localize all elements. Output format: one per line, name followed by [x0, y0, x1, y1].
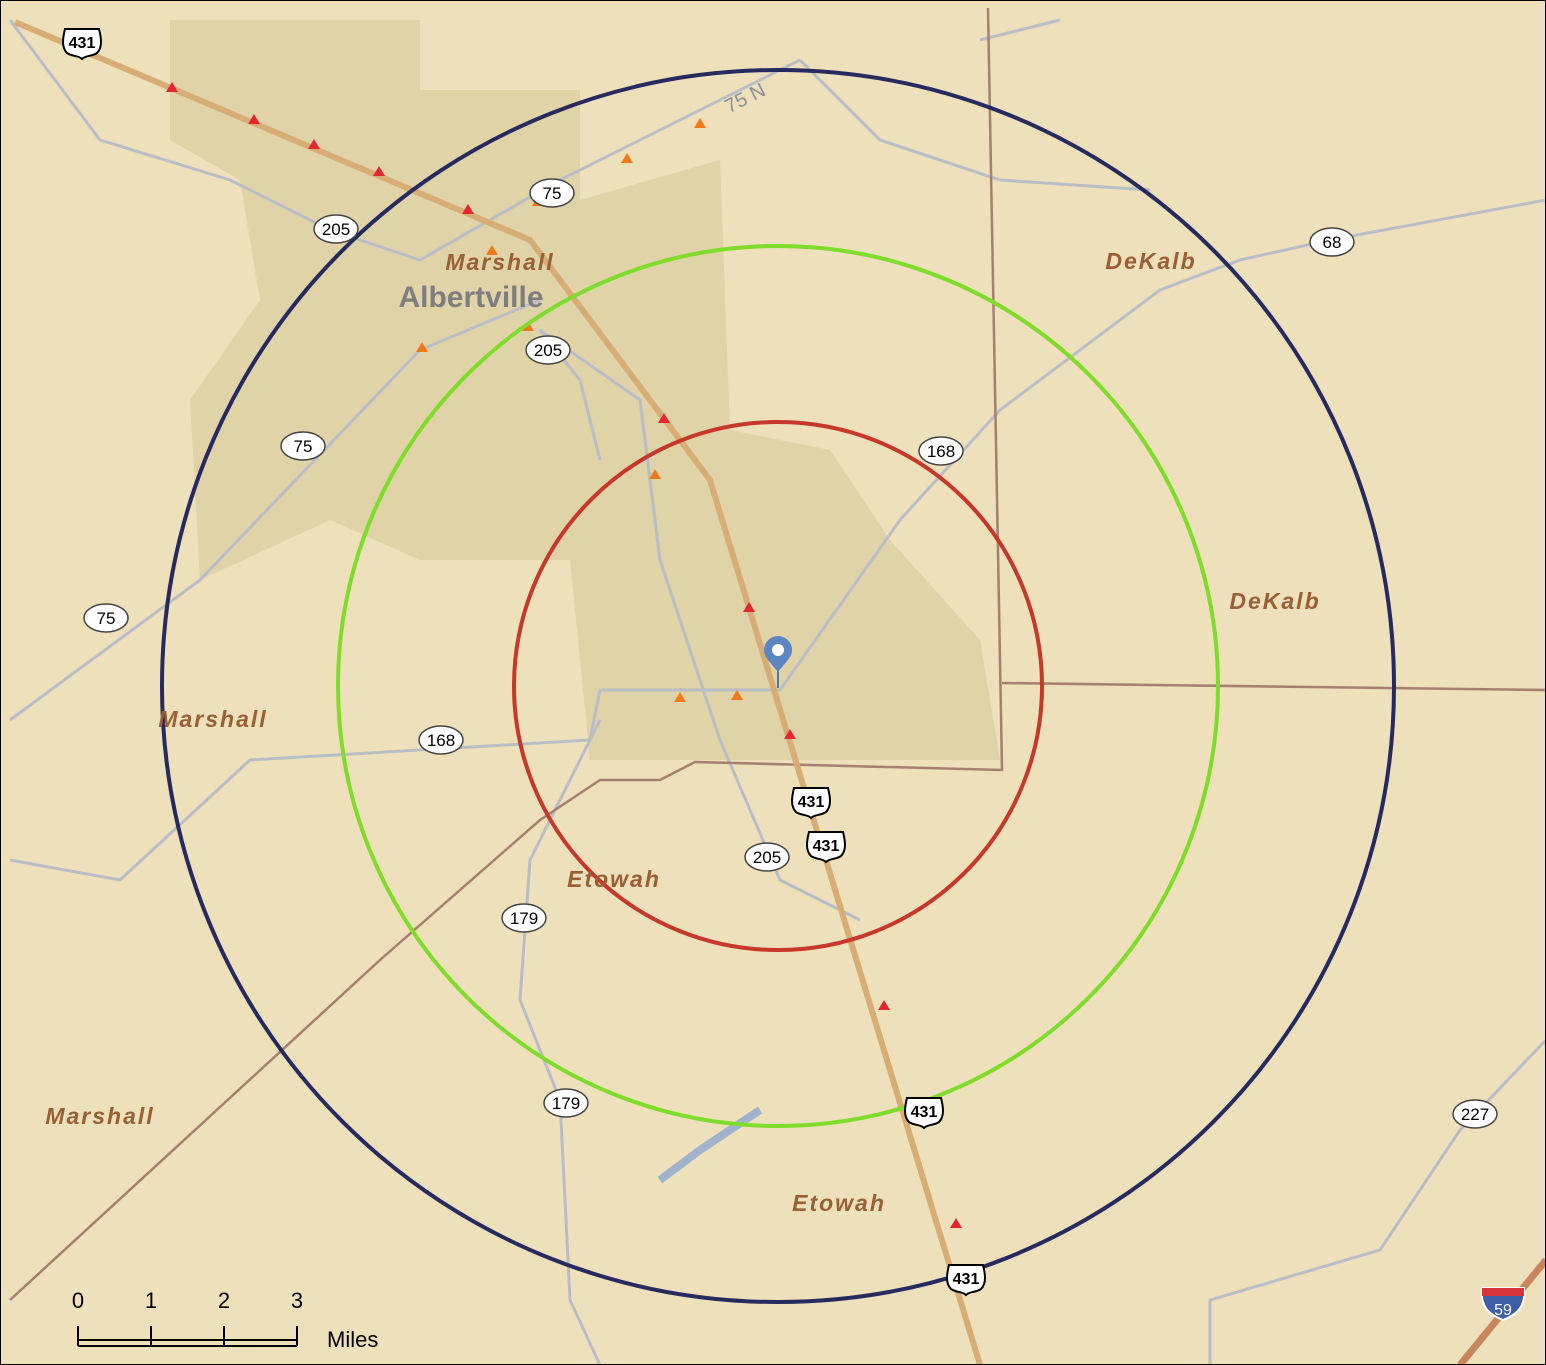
county-label: Marshall: [445, 249, 554, 275]
scale-bar-label: 3: [291, 1288, 303, 1313]
shield-label: 431: [911, 1104, 938, 1121]
route-shield: 75: [529, 178, 575, 208]
route-shield: 431: [946, 1264, 986, 1297]
shield-outline: [83, 603, 129, 633]
county-label: DeKalb: [1229, 588, 1320, 614]
shield-outline: [791, 787, 831, 820]
route-shield: 431: [904, 1097, 944, 1130]
shield-outline: [418, 725, 464, 755]
shield-label: 179: [552, 1094, 580, 1113]
shield-label: 59: [1494, 1302, 1512, 1319]
city-label: Albertville: [398, 281, 543, 314]
county-label: Etowah: [567, 866, 661, 892]
shield-label: 205: [322, 220, 350, 239]
shield-label: 205: [753, 848, 781, 867]
shield-top: [1482, 1288, 1524, 1296]
route-shield: 75: [83, 603, 129, 633]
county-label: Marshall: [158, 706, 267, 732]
route-shield: 205: [744, 842, 790, 872]
shield-label: 431: [69, 35, 96, 52]
route-shield: 59: [1480, 1287, 1526, 1322]
shield-outline: [543, 1088, 589, 1118]
shield-outline: [904, 1097, 944, 1130]
route-shield: 179: [501, 903, 547, 933]
route-shield: 205: [313, 214, 359, 244]
shield-label: 431: [953, 1271, 980, 1288]
shield-label: 68: [1323, 233, 1342, 252]
shield-outline: [1452, 1099, 1498, 1129]
route-shield: 227: [1452, 1099, 1498, 1129]
route-shield: 431: [806, 831, 846, 864]
route-shield: 179: [543, 1088, 589, 1118]
shield-outline: [525, 335, 571, 365]
route-shield: 168: [418, 725, 464, 755]
shield-outline: [529, 178, 575, 208]
shield-outline: [62, 28, 102, 61]
shield-outline: [501, 903, 547, 933]
shield-label: 179: [510, 909, 538, 928]
location-pin: [764, 636, 792, 688]
route-shield: 431: [62, 28, 102, 61]
urban-areas: [170, 20, 1000, 760]
route-shield: 75: [280, 431, 326, 461]
shield-label: 75: [97, 609, 116, 628]
county-label: Marshall: [45, 1103, 154, 1129]
scale-bar-label: 1: [145, 1288, 157, 1313]
us-431-highway: [13, 19, 983, 1365]
labels: Marshall Albertville DeKalb DeKalb Marshall E…: [45, 28, 1526, 1352]
shield-outline: [313, 214, 359, 244]
shield-outline: [744, 842, 790, 872]
shield-label: 75: [543, 184, 562, 203]
scale-bar-unit: Miles: [327, 1327, 378, 1352]
route-shield: 205: [525, 335, 571, 365]
shield-label: 431: [798, 794, 825, 811]
county-label: DeKalb: [1105, 248, 1196, 274]
shield-label: 431: [813, 838, 840, 855]
county-boundaries: [9, 7, 1546, 1301]
shield-outline: [1309, 227, 1355, 257]
shield-label: 227: [1461, 1105, 1489, 1124]
shield-label: 168: [427, 731, 455, 750]
route-shield: 168: [918, 436, 964, 466]
route-shield: 431: [791, 787, 831, 820]
shield-label: 205: [534, 341, 562, 360]
county-label: Etowah: [792, 1190, 886, 1216]
shield-outline: [918, 436, 964, 466]
shield-label: 168: [927, 442, 955, 461]
rings: [160, 68, 1396, 1304]
scale-bar-label: 0: [72, 1288, 84, 1313]
shield-outline: [806, 831, 846, 864]
shield-label: 75: [294, 437, 313, 456]
shield-outline: [280, 431, 326, 461]
shield-outline: [946, 1264, 986, 1297]
scale-bar-label: 2: [218, 1288, 230, 1313]
route-shield: 68: [1309, 227, 1355, 257]
